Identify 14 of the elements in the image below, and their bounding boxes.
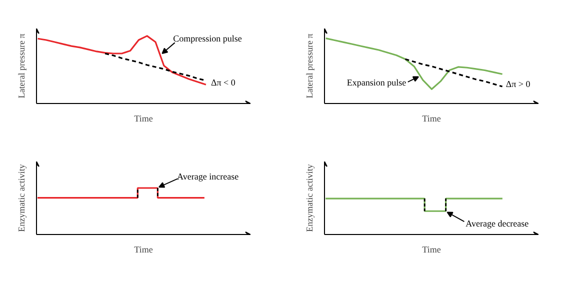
y-axis-title: Enzymatic activity [16, 164, 26, 232]
x-axis-title: Time [422, 244, 441, 254]
text: Average increase [177, 171, 239, 182]
y-axis-title: Lateral pressure π [16, 33, 26, 98]
y-axis-title: Enzymatic activity [304, 164, 314, 232]
y-axis-title: Lateral pressure π [304, 33, 314, 98]
annotation: Δπ > 0 [506, 78, 531, 89]
x-axis-title: Time [134, 114, 153, 124]
x-axis-title: Time [422, 114, 441, 124]
annotation: Expansion pulse [346, 78, 406, 88]
annotation: Average decrease [466, 218, 529, 229]
x-axis-title: Time [134, 244, 153, 254]
annotation: Compression pulse [173, 34, 242, 44]
text: Δπ < 0 [210, 78, 236, 88]
